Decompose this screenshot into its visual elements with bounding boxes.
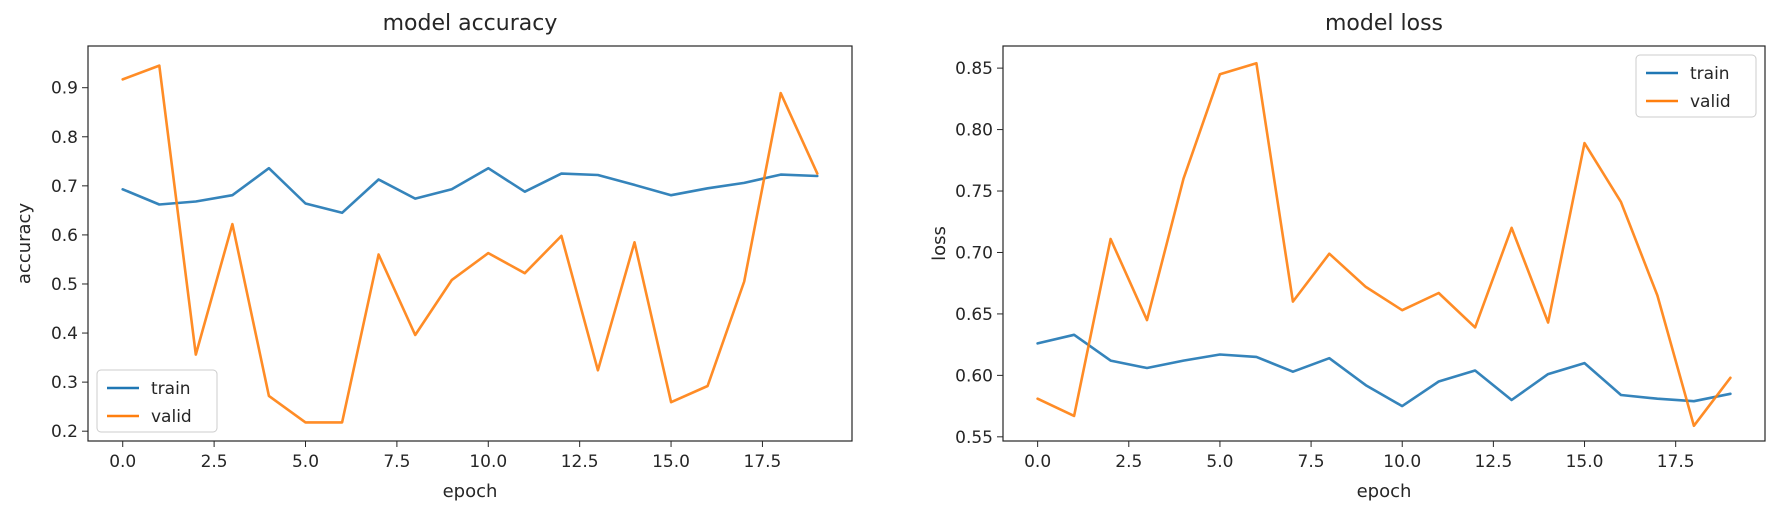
legend: train valid — [96, 369, 218, 433]
legend-label-valid: valid — [1690, 92, 1731, 112]
y-tick-label: 0.4 — [51, 324, 78, 344]
legend-label-valid: valid — [151, 407, 192, 427]
chart-title: model loss — [1325, 11, 1443, 36]
x-tick-label: 5.0 — [292, 452, 319, 472]
x-tick-label: 0.0 — [109, 452, 136, 472]
x-axis-label: epoch — [443, 481, 498, 502]
y-tick-label: 0.6 — [51, 226, 78, 246]
y-tick-label: 0.55 — [955, 428, 993, 448]
x-tick-label: 2.5 — [1115, 452, 1142, 472]
x-tick-label: 17.5 — [1657, 452, 1695, 472]
y-tick-label: 0.85 — [955, 59, 993, 79]
legend-label-train: train — [151, 379, 191, 399]
y-tick-label: 0.65 — [955, 305, 993, 325]
y-tick-label: 0.60 — [955, 366, 993, 386]
x-tick-label: 15.0 — [652, 452, 690, 472]
x-tick-label: 10.0 — [469, 452, 507, 472]
x-tick-label: 7.5 — [1298, 452, 1325, 472]
x-tick-label: 10.0 — [1383, 452, 1421, 472]
x-tick-label: 2.5 — [201, 452, 228, 472]
y-tick-label: 0.8 — [51, 128, 78, 148]
y-tick-label: 0.2 — [51, 422, 78, 442]
x-axis-label: epoch — [1357, 481, 1412, 502]
y-tick-label: 0.5 — [51, 275, 78, 295]
plot-frame — [87, 45, 853, 442]
series-line-valid — [121, 64, 819, 424]
legend-label-train: train — [1690, 64, 1730, 84]
x-tick-label: 5.0 — [1206, 452, 1233, 472]
x-tick-label: 15.0 — [1566, 452, 1604, 472]
y-axis-label: loss — [929, 226, 950, 261]
y-tick-label: 0.3 — [51, 373, 78, 393]
x-tick-label: 7.5 — [383, 452, 410, 472]
x-tick-label: 17.5 — [744, 452, 782, 472]
x-tick-label: 12.5 — [1474, 452, 1512, 472]
x-tick-label: 12.5 — [561, 452, 599, 472]
y-axis-label: accuracy — [14, 203, 35, 285]
legend: train valid — [1635, 54, 1757, 118]
series-line-valid — [1036, 61, 1732, 428]
y-tick-label: 0.75 — [955, 182, 993, 202]
chart-accuracy: model accuracy epoch accuracy 0.0 2.5 5.0 7.5 1… — [14, 11, 853, 502]
series-line-train — [1036, 333, 1732, 408]
chart-title: model accuracy — [383, 11, 558, 36]
chart-loss: model loss epoch loss 0.0 2.5 5.0 7.5 10.0 12.5 1… — [929, 11, 1766, 502]
y-tick-label: 0.9 — [51, 79, 78, 99]
y-tick-label: 0.70 — [955, 243, 993, 263]
plot-frame — [1002, 45, 1766, 442]
series-line-train — [121, 166, 819, 215]
y-tick-label: 0.80 — [955, 121, 993, 141]
y-tick-label: 0.7 — [51, 177, 78, 197]
x-tick-label: 0.0 — [1024, 452, 1051, 472]
